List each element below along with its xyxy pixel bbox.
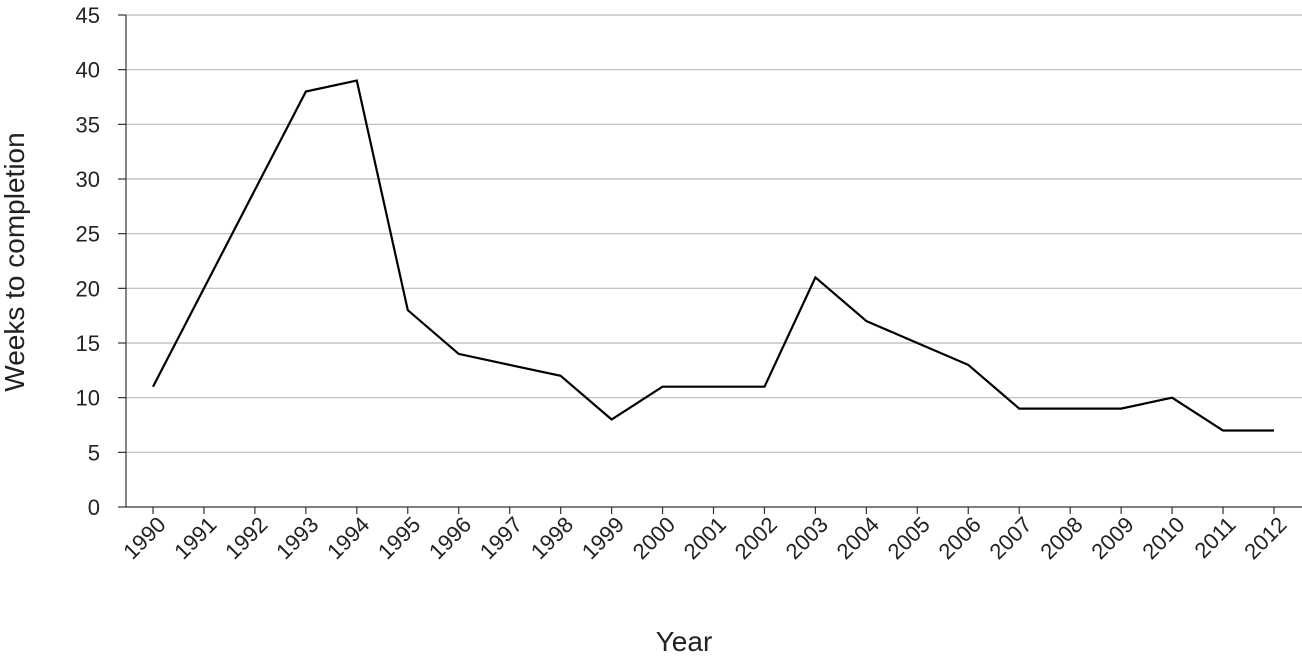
x-tick-label: 1993 [271,512,323,564]
x-tick-label: 1999 [577,512,629,564]
x-tick-label: 1996 [424,512,476,564]
x-tick-label: 1991 [169,512,221,564]
x-tick-label: 2011 [1189,512,1240,563]
y-tick-label: 25 [76,222,100,247]
y-tick-label: 5 [88,440,100,465]
x-tick-label: 1998 [526,512,578,564]
y-tick-label: 0 [88,495,100,520]
y-tick-label: 20 [76,276,100,301]
x-tick-label: 2001 [679,512,731,564]
x-tick-label: 2004 [832,512,884,564]
x-tick-label: 2008 [1035,512,1087,564]
y-tick-label: 10 [76,386,100,411]
y-tick-label: 30 [76,167,100,192]
x-tick-label: 2009 [1086,512,1138,564]
x-tick-label: 2007 [984,512,1036,564]
x-tick-label: 1990 [118,512,170,564]
y-tick-label: 35 [76,112,100,137]
x-tick-label: 2005 [883,512,935,564]
x-tick-label: 2010 [1137,512,1189,564]
series-line-0 [152,79,1274,432]
x-axis-label: Year [656,626,713,656]
x-tick-label: 2002 [730,512,782,564]
y-axis-label: Weeks to completion [0,132,30,391]
x-tick-label: 1997 [475,512,527,564]
x-tick-labels: 1990199119921993199419951996199719981999… [118,512,1291,564]
x-tick-label: 2003 [781,512,833,564]
axes [118,14,1302,514]
y-tick-label: 45 [76,3,100,28]
x-tick-label: 2012 [1239,512,1291,564]
x-tick-label: 2006 [934,512,986,564]
x-tick-label: 1995 [373,512,425,564]
x-tick-label: 2000 [628,512,680,564]
x-tick-label: 1992 [220,512,272,564]
series-layer [152,79,1274,432]
gridlines [126,14,1302,453]
y-tick-labels: 0 5 10 15 20 25 30 35 40 45 [76,3,100,520]
y-tick-label: 40 [76,58,100,83]
x-tick-label: 1994 [322,512,374,564]
y-tick-label: 15 [76,331,100,356]
